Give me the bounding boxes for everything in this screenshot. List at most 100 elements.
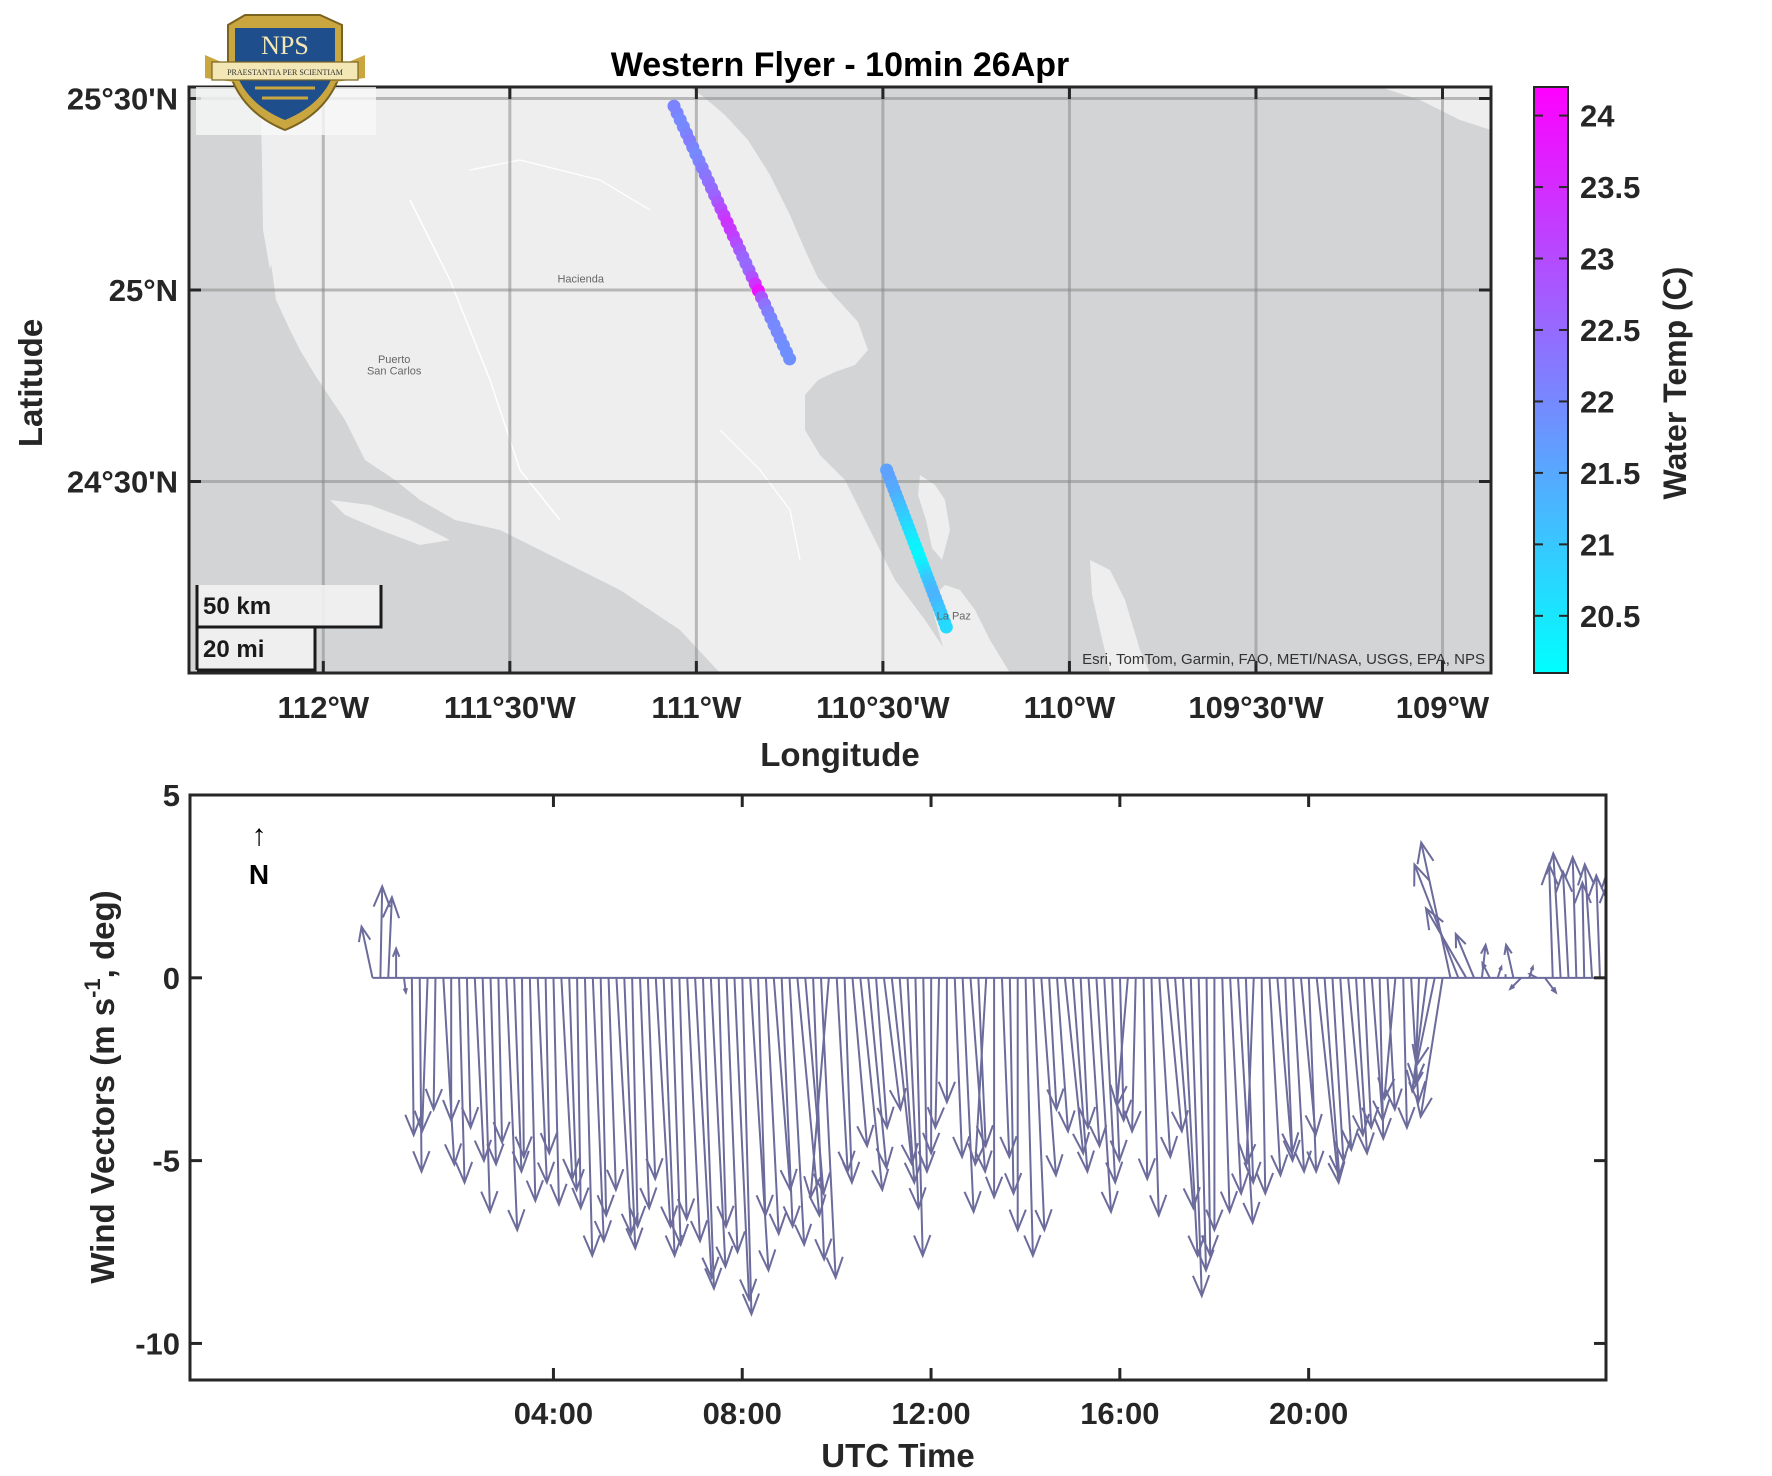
wind-arrow bbox=[525, 977, 544, 1204]
wind-arrow bbox=[906, 977, 927, 1211]
map-x-tick-label: 112°W bbox=[277, 690, 369, 725]
wind-arrow bbox=[1181, 977, 1206, 1259]
wind-arrow bbox=[505, 977, 526, 1233]
wind-arrow bbox=[596, 977, 615, 1219]
quiver-y-tick-label: 0 bbox=[163, 961, 180, 996]
wind-arrow bbox=[694, 977, 720, 1281]
wind-arrow bbox=[1109, 977, 1129, 1109]
basemap bbox=[189, 87, 1491, 673]
wind-arrow bbox=[1255, 977, 1275, 1197]
wind-arrow bbox=[402, 977, 408, 996]
wind-arrow bbox=[1626, 868, 1642, 978]
wind-arrow bbox=[1554, 869, 1574, 978]
wind-arrow bbox=[1527, 972, 1538, 979]
wind-arrow bbox=[922, 977, 941, 1157]
wind-arrow bbox=[926, 977, 945, 1131]
wind-arrow bbox=[985, 977, 1004, 1200]
map-x-tick-label: 109°30'W bbox=[1188, 690, 1324, 725]
wind-arrow bbox=[716, 977, 735, 1230]
map-grid bbox=[189, 87, 1491, 673]
wind-arrow bbox=[686, 977, 709, 1244]
wind-arrow bbox=[1416, 839, 1452, 979]
colorbar-tick-label: 23 bbox=[1580, 242, 1614, 277]
wind-arrow bbox=[480, 977, 499, 1215]
wind-arrow bbox=[1095, 977, 1119, 1215]
wind-arrow bbox=[842, 977, 861, 1186]
map-y-tick-label: 25°30'N bbox=[67, 81, 178, 116]
wind-arrow bbox=[1238, 977, 1257, 1167]
wind-arrow bbox=[1282, 977, 1301, 1164]
wind-arrow bbox=[1414, 977, 1444, 1120]
wind-arrow bbox=[591, 977, 613, 1244]
wind-arrow bbox=[1361, 977, 1380, 1131]
wind-arrow bbox=[1087, 977, 1108, 1149]
map-place-label: Puerto bbox=[378, 354, 410, 366]
quiver-x-tick-label: 12:00 bbox=[891, 1396, 970, 1431]
wind-arrow bbox=[1032, 977, 1053, 1233]
wind-arrow bbox=[819, 977, 844, 1281]
wind-arrow bbox=[1149, 977, 1168, 1219]
wind-arrow bbox=[1480, 942, 1490, 978]
track-point bbox=[783, 352, 797, 366]
wind-arrow bbox=[1071, 977, 1095, 1175]
wind-arrow bbox=[733, 977, 758, 1303]
wind-arrow bbox=[566, 977, 585, 1193]
wind-arrow bbox=[357, 923, 374, 979]
wind-arrow bbox=[1377, 977, 1397, 1102]
wind-arrow bbox=[571, 977, 590, 1211]
wind-arrow bbox=[1503, 942, 1515, 979]
wind-arrow bbox=[755, 977, 774, 1219]
wind-arrow bbox=[1109, 977, 1128, 1164]
wind-arrow bbox=[1306, 977, 1325, 1175]
wind-arrow bbox=[1600, 872, 1606, 890]
track-points bbox=[667, 99, 953, 634]
map-x-tick-label: 111°W bbox=[651, 690, 742, 725]
quiver-y-tick-label: 5 bbox=[163, 778, 180, 813]
wind-arrow bbox=[1684, 861, 1700, 978]
wind-arrow bbox=[536, 977, 556, 1186]
map-place-label: La Paz bbox=[937, 610, 971, 622]
wind-arrow bbox=[1315, 977, 1346, 1186]
wind-arrow bbox=[1666, 868, 1682, 978]
wind-arrow bbox=[1628, 883, 1644, 978]
wind-arrow bbox=[851, 977, 875, 1149]
colorbar-ticks: 20.5 21 21.5 22 22.5 23 23.5 24 bbox=[1534, 99, 1640, 634]
wind-arrow bbox=[1424, 906, 1468, 979]
wind-arrow bbox=[1040, 977, 1064, 1178]
wind-arrow bbox=[1641, 861, 1657, 978]
colorbar-tick-label: 23.5 bbox=[1580, 170, 1640, 205]
nps-logo: NPS PRAESTANTIA PER SCIENTIAM bbox=[196, 14, 376, 135]
wind-arrow bbox=[628, 977, 647, 1230]
quiver-x-tick-label: 08:00 bbox=[703, 1396, 782, 1431]
wind-arrow bbox=[1063, 977, 1091, 1156]
colorbar-tick-label: 22 bbox=[1580, 384, 1614, 419]
quiver-y-tick-label: -5 bbox=[152, 1144, 180, 1179]
wind-arrow bbox=[1023, 977, 1042, 1259]
wind-arrow bbox=[549, 977, 568, 1208]
map-axes-box bbox=[187, 85, 1493, 675]
wind-arrow bbox=[1454, 931, 1475, 979]
wind-arrow bbox=[381, 894, 401, 978]
wind-arrow bbox=[1573, 880, 1592, 978]
wind-arrow bbox=[1046, 977, 1065, 1113]
wind-arrow bbox=[961, 977, 982, 1215]
wind-arrow bbox=[606, 977, 625, 1193]
wind-arrow bbox=[875, 977, 895, 1131]
quiver-y-tick-label: -10 bbox=[135, 1326, 180, 1361]
wind-arrow bbox=[1545, 850, 1564, 978]
wind-arrow bbox=[1384, 977, 1403, 1113]
north-arrow-label: N bbox=[249, 859, 269, 890]
scale-bar-km-label: 50 km bbox=[203, 593, 271, 620]
track-point bbox=[939, 620, 953, 634]
wind-arrow bbox=[867, 977, 894, 1171]
wind-arrow bbox=[952, 977, 971, 1160]
colorbar-tick-label: 22.5 bbox=[1580, 313, 1640, 348]
wind-arrow bbox=[486, 977, 505, 1167]
wind-arrow bbox=[676, 977, 696, 1222]
wind-arrow bbox=[582, 977, 601, 1259]
wind-arrow bbox=[461, 977, 480, 1131]
wind-arrow bbox=[1652, 854, 1668, 978]
quiver-ticks: 04:00 08:00 12:00 16:00 20:00 -10 -5 0 5 bbox=[135, 778, 1606, 1431]
wind-arrow bbox=[424, 977, 443, 1113]
